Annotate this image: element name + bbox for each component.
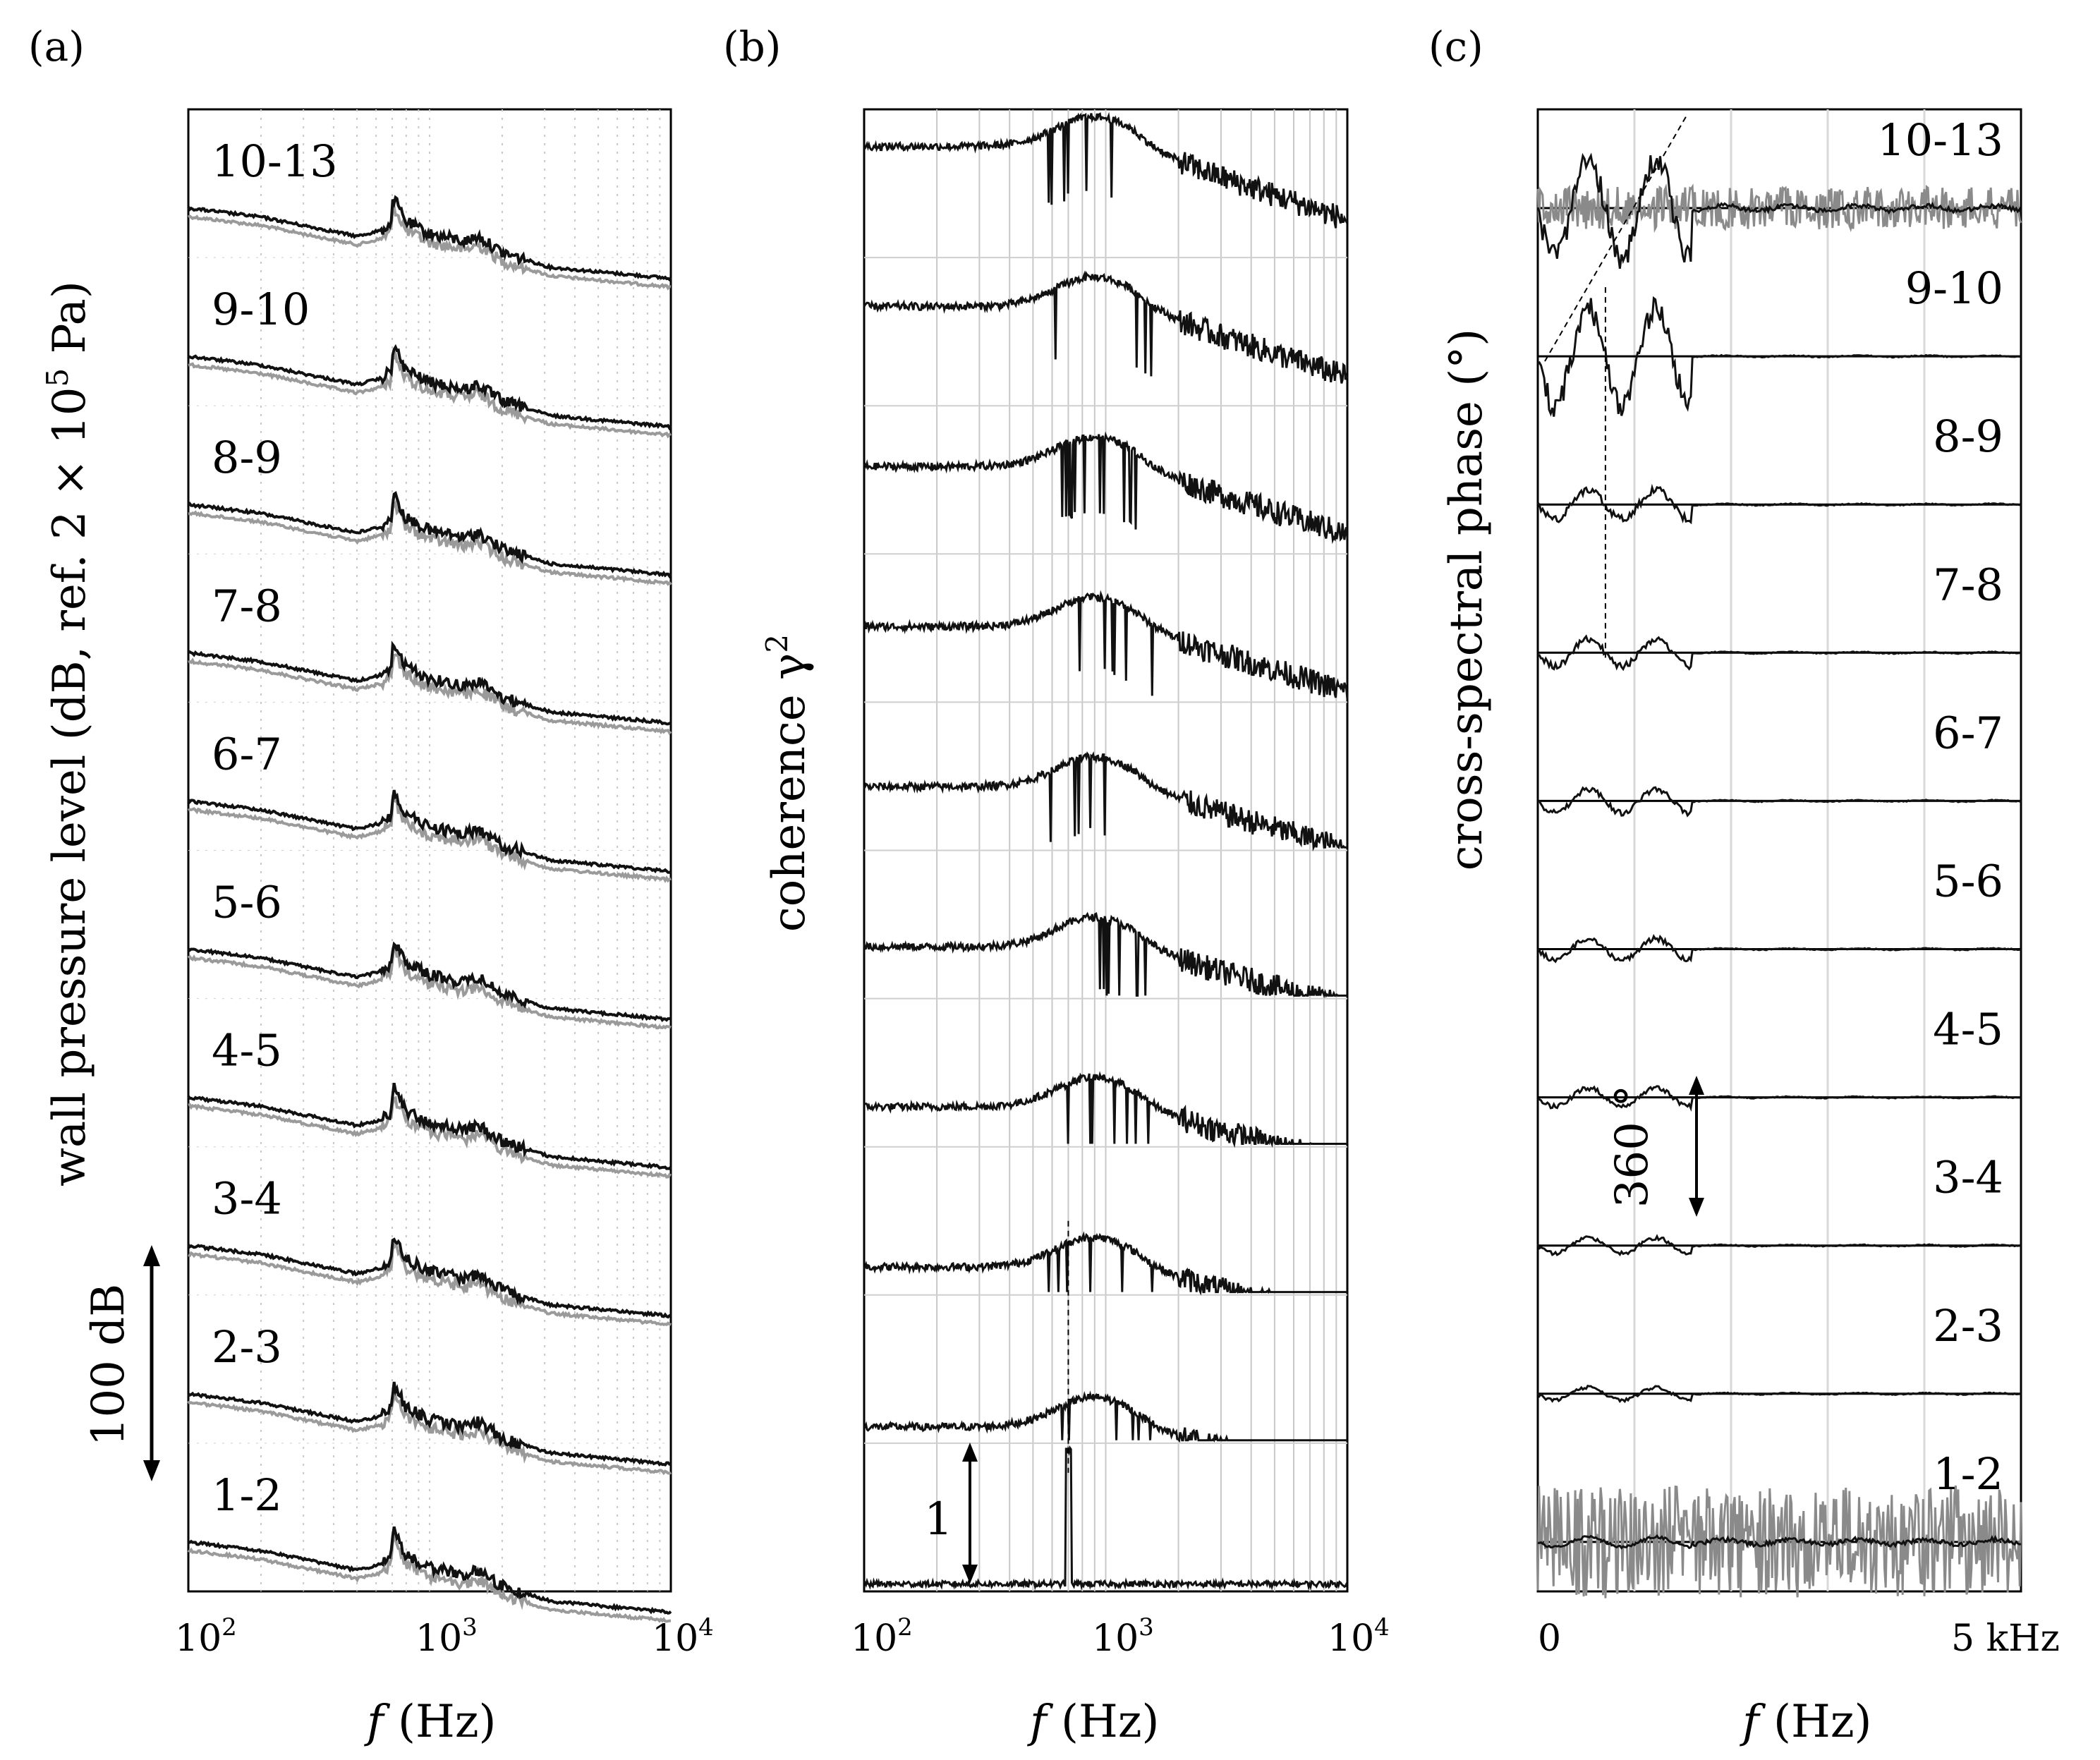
row-label-c-6-7: 6-7 [1933,707,2003,758]
curve-a-reference-5-6 [187,943,672,1030]
scale-bar-a-arrow-bottom [143,1460,160,1481]
tick-a-3: 104 [652,1613,714,1660]
curve-c-7-8 [1537,634,2022,672]
curve-b-7-8 [863,590,1349,700]
curve-c-9-10 [1537,296,2022,417]
curve-a-reference-9-10 [188,350,672,439]
curve-a-reference-10-13 [188,204,672,291]
ylabel-c: cross-spectral phase (°) [1440,329,1493,870]
curve-c-2-3 [1536,1385,2022,1404]
curve-a-reference-8-9 [188,499,672,586]
curve-b-5-6 [863,911,1347,999]
curve-a-reference-2-3 [187,1394,672,1476]
curve-b-2-3 [863,1390,1347,1443]
curve-c-10-13 [1536,152,2022,269]
row-label-c-8-9: 8-9 [1933,411,2003,462]
curve-a-reference-4-5 [188,1096,672,1179]
xlabel-c: f (Hz) [1740,1696,1872,1748]
curve-b-1-2 [863,1445,1349,1591]
row-label-a-4-5: 4-5 [212,1025,282,1076]
row-label-c-10-13: 10-13 [1877,114,2003,166]
xlabel-a: f (Hz) [364,1696,497,1748]
curve-b-10-13 [864,111,1349,229]
scale-bar-c-arrow-bottom [1689,1198,1704,1217]
row-label-a-7-8: 7-8 [212,580,282,631]
curve-a-reference-3-4 [188,1239,672,1326]
curve-b-6-7 [863,751,1347,852]
curve-c-1-2 [1537,1534,2022,1550]
curve-a-measured-6-7 [187,789,672,874]
curves-c [1536,116,2022,1598]
row-label-a-10-13: 10-13 [212,135,338,187]
tick-a-2: 103 [415,1613,478,1660]
curve-a-measured-9-10 [188,344,672,431]
ylabel-b: coherence γ2 [760,634,815,932]
curve-c-5-6 [1537,934,2022,964]
row-label-a-2-3: 2-3 [212,1321,282,1373]
row-label-a-8-9: 8-9 [212,432,282,483]
scale-bar-b-arrow-top [962,1443,978,1462]
curve-a-measured-1-2 [188,1526,672,1615]
row-label-c-9-10: 9-10 [1905,262,2003,314]
curve-c-4-5 [1537,1085,2022,1112]
panel-label-c: (c) [1428,23,1483,71]
scale-bar-b-arrow-bottom [962,1565,978,1584]
curve-a-measured-7-8 [188,641,672,726]
row-labels: 10-13 10-13 9-10 9-10 8-9 8-9 7-8 7-8 6-7 6-7 5-6 5… [212,114,2003,1521]
tick-b-3: 104 [1328,1613,1390,1660]
grid-c [1633,109,1926,1591]
curve-c-8-9 [1536,483,2022,525]
scale-bar-c-arrow-top [1689,1076,1704,1095]
curves-b [863,111,1349,1591]
grid-b [864,109,1347,1591]
tick-c-2: 5 kHz [1951,1618,2060,1660]
row-label-c-2-3: 2-3 [1933,1300,2003,1352]
curve-a-reference-1-2 [187,1531,672,1623]
tick-b-1: 102 [851,1613,913,1660]
curve-a-measured-3-4 [187,1237,672,1319]
curve-b-4-5 [863,1071,1347,1148]
scale-label-b: 1 [924,1493,953,1546]
curve-b-9-10 [863,270,1349,384]
scale-label-c: 360 ° [1606,1085,1658,1208]
scale-bar-a-arrow-top [143,1245,160,1266]
curve-b-3-4 [863,1231,1347,1296]
row-label-c-1-2: 1-2 [1933,1448,2003,1500]
curve-a-measured-8-9 [187,491,672,579]
scale-label-a: 100 dB [83,1284,135,1447]
row-label-a-1-2: 1-2 [212,1469,282,1521]
panel-label-a: (a) [28,23,85,71]
tick-a-1: 102 [175,1613,237,1660]
tick-c-1: 0 [1538,1618,1561,1660]
row-label-a-5-6: 5-6 [212,877,282,928]
curve-a-measured-5-6 [187,941,672,1023]
curve-a-measured-4-5 [187,1082,672,1170]
axes-c-frame [1536,108,2022,1593]
ylabel-a: wall pressure level (dB, ref. 2 × 105 Pa… [40,281,96,1187]
panel-label-b: (b) [723,23,781,71]
curve-c-3-4 [1536,1234,2022,1256]
row-label-c-3-4: 3-4 [1933,1152,2003,1203]
curve-a-reference-6-7 [188,798,672,883]
curve-c-6-7 [1537,786,2022,818]
row-label-a-6-7: 6-7 [212,728,282,779]
tick-b-2: 103 [1092,1613,1154,1660]
phase-slope-line-c [1544,116,1687,362]
curve-a-measured-10-13 [187,195,672,282]
curve-b-8-9 [863,431,1349,545]
row-label-a-3-4: 3-4 [212,1173,282,1225]
curves-a [187,195,672,1623]
row-label-c-5-6: 5-6 [1933,856,2003,907]
row-label-a-9-10: 9-10 [212,284,310,335]
curve-c-grey-1-2 [1536,1485,2022,1598]
curve-a-measured-2-3 [187,1381,672,1467]
row-label-c-4-5: 4-5 [1933,1004,2003,1055]
row-label-c-7-8: 7-8 [1933,559,2003,610]
xlabel-b: f (Hz) [1027,1696,1160,1748]
